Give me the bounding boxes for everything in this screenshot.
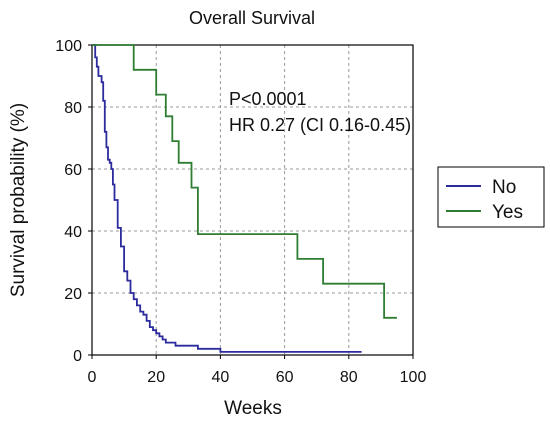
- y-tick-label: 80: [64, 100, 82, 117]
- legend-label-yes: Yes: [492, 202, 523, 223]
- x-axis-label: Weeks: [224, 398, 282, 419]
- y-tick-label: 60: [64, 162, 82, 179]
- legend-box: [437, 166, 545, 228]
- survival-curves: [92, 44, 397, 353]
- y-axis-label: Survival probability (%): [8, 103, 29, 297]
- x-tick-label: 80: [340, 369, 358, 386]
- y-tick-label: 0: [73, 348, 82, 365]
- x-axis-ticks: 0 20 40 60 80 100: [88, 355, 427, 386]
- y-tick-label: 100: [55, 38, 82, 55]
- y-tick-label: 20: [64, 286, 82, 303]
- series-line-yes: [92, 44, 397, 319]
- x-tick-label: 100: [400, 369, 427, 386]
- x-tick-label: 60: [276, 369, 294, 386]
- p-value-annotation: P<0.0001: [229, 89, 307, 109]
- hazard-ratio-annotation: HR 0.27 (CI 0.16-0.45): [229, 115, 411, 135]
- legend-label-no: No: [492, 177, 516, 198]
- x-tick-label: 40: [212, 369, 230, 386]
- x-tick-label: 20: [147, 369, 165, 386]
- x-tick-label: 0: [88, 369, 97, 386]
- grid-lines: [92, 45, 413, 355]
- legend: No Yes: [437, 166, 545, 228]
- y-axis-ticks: 0 20 40 60 80 100: [55, 38, 92, 365]
- y-tick-label: 40: [64, 224, 82, 241]
- plot-frame: [91, 44, 414, 356]
- series-line-no: [92, 44, 362, 353]
- chart-title: Overall Survival: [189, 8, 315, 28]
